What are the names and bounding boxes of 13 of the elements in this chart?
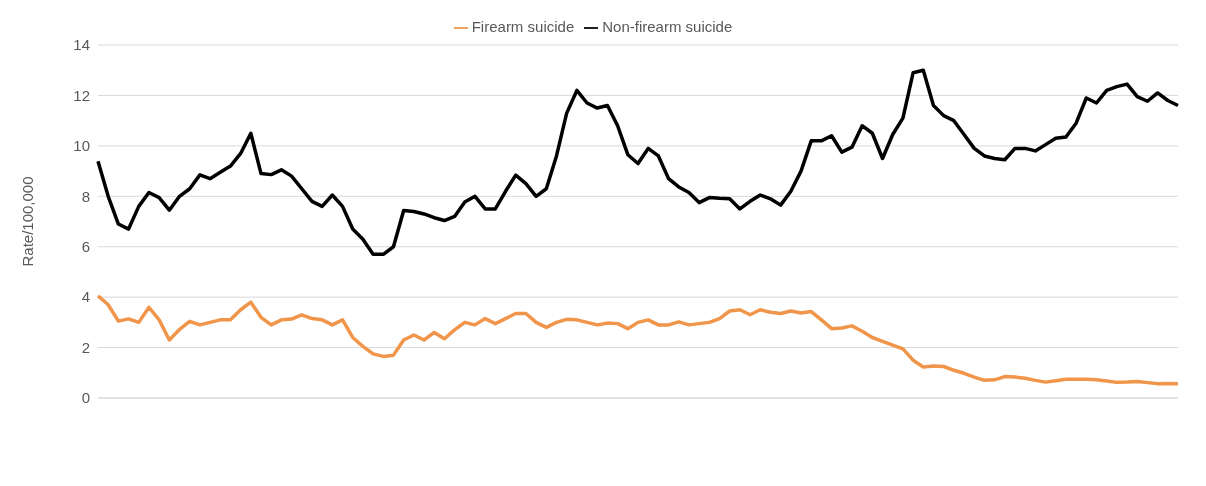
line-series bbox=[96, 68, 1180, 257]
y-tick-label: 8 bbox=[81, 187, 90, 205]
y-tick-label: 14 bbox=[73, 36, 90, 54]
line-series bbox=[96, 294, 1180, 386]
y-tick-label: 4 bbox=[81, 288, 90, 306]
legend-label: Firearm suicide bbox=[471, 18, 575, 35]
y-tick-label: 0 bbox=[81, 389, 90, 407]
y-axis-title: Rate/100,000 bbox=[19, 176, 37, 267]
y-tick-label: 12 bbox=[73, 86, 90, 104]
y-tick-label: 10 bbox=[73, 137, 90, 155]
y-tick-label: 2 bbox=[81, 338, 90, 356]
legend-label: Non-firearm suicide bbox=[602, 18, 733, 35]
y-tick-label: 6 bbox=[81, 238, 90, 256]
